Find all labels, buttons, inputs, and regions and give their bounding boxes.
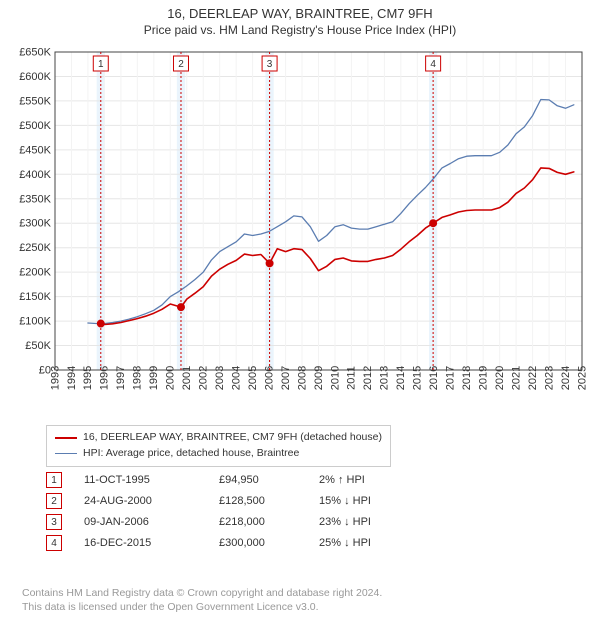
x-tick-label: 2008 — [296, 366, 308, 390]
y-tick-label: £50K — [25, 340, 51, 352]
figure-title: 16, DEERLEAP WAY, BRAINTREE, CM7 9FH — [0, 0, 600, 23]
x-tick-label: 2023 — [543, 366, 555, 390]
sale-event-date: 24-AUG-2000 — [84, 491, 219, 512]
legend: 16, DEERLEAP WAY, BRAINTREE, CM7 9FH (de… — [46, 425, 391, 467]
attribution-line: Contains HM Land Registry data © Crown c… — [22, 586, 578, 600]
x-tick-label: 2005 — [247, 366, 259, 390]
y-tick-label: £600K — [19, 71, 51, 83]
figure-root: 16, DEERLEAP WAY, BRAINTREE, CM7 9FH Pri… — [0, 0, 600, 620]
chart-area: £0£50K£100K£150K£200K£250K£300K£350K£400… — [8, 46, 592, 416]
y-tick-label: £200K — [19, 267, 51, 279]
sale-marker-dot — [429, 219, 437, 227]
sale-marker-dot — [97, 320, 105, 328]
x-tick-label: 1995 — [82, 366, 94, 390]
sale-event-delta: 23% ↓ HPI — [319, 512, 429, 533]
y-tick-label: £450K — [19, 144, 51, 156]
sale-marker-number: 1 — [98, 59, 104, 70]
attribution-footer: Contains HM Land Registry data © Crown c… — [22, 586, 578, 614]
y-tick-label: £500K — [19, 120, 51, 132]
sale-events-table: 1 11-OCT-1995£94,9502% ↑ HPI 2 24-AUG-2000£… — [46, 470, 556, 554]
x-tick-label: 2017 — [445, 366, 457, 390]
x-tick-label: 1997 — [115, 366, 127, 390]
y-tick-label: £350K — [19, 193, 51, 205]
sale-event-delta: 15% ↓ HPI — [319, 491, 429, 512]
legend-swatch — [55, 453, 77, 454]
y-tick-label: £250K — [19, 242, 51, 254]
sale-event-date: 09-JAN-2006 — [84, 512, 219, 533]
x-tick-label: 2012 — [362, 366, 374, 390]
sale-event-date: 11-OCT-1995 — [84, 470, 219, 491]
x-tick-label: 2021 — [510, 366, 522, 390]
sale-event-price: £94,950 — [219, 470, 319, 491]
sale-marker-number: 4 — [430, 59, 436, 70]
x-tick-label: 2000 — [165, 366, 177, 390]
sale-marker-dot — [266, 259, 274, 267]
y-tick-label: £150K — [19, 291, 51, 303]
sale-event-marker: 4 — [46, 535, 62, 551]
x-tick-label: 2004 — [230, 366, 242, 390]
chart-svg: £0£50K£100K£150K£200K£250K£300K£350K£400… — [8, 46, 592, 416]
sale-event-price: £300,000 — [219, 533, 319, 554]
attribution-line: This data is licensed under the Open Gov… — [22, 600, 578, 614]
x-tick-label: 2022 — [527, 366, 539, 390]
x-tick-label: 1998 — [132, 366, 144, 390]
sale-event-marker: 3 — [46, 514, 62, 530]
y-tick-label: £300K — [19, 218, 51, 230]
x-tick-label: 2010 — [329, 366, 341, 390]
x-tick-label: 1999 — [148, 366, 160, 390]
sale-event-delta: 25% ↓ HPI — [319, 533, 429, 554]
x-tick-label: 2001 — [181, 366, 193, 390]
figure-subtitle: Price paid vs. HM Land Registry's House … — [0, 23, 600, 41]
y-tick-label: £550K — [19, 95, 51, 107]
y-tick-label: £650K — [19, 47, 51, 59]
sale-event-price: £218,000 — [219, 512, 319, 533]
sale-event-row: 3 09-JAN-2006£218,00023% ↓ HPI — [46, 512, 556, 533]
x-tick-label: 2013 — [379, 366, 391, 390]
x-tick-label: 1994 — [66, 366, 78, 390]
x-tick-label: 2015 — [412, 366, 424, 390]
sale-event-date: 16-DEC-2015 — [84, 533, 219, 554]
legend-label: 16, DEERLEAP WAY, BRAINTREE, CM7 9FH (de… — [83, 430, 382, 446]
sale-event-marker: 2 — [46, 493, 62, 509]
sale-event-marker: 1 — [46, 472, 62, 488]
y-tick-label: £400K — [19, 169, 51, 181]
x-tick-label: 2019 — [477, 366, 489, 390]
x-tick-label: 2007 — [280, 366, 292, 390]
x-tick-label: 2018 — [461, 366, 473, 390]
x-tick-label: 2003 — [214, 366, 226, 390]
x-tick-label: 2014 — [395, 366, 407, 390]
sale-event-delta: 2% ↑ HPI — [319, 470, 429, 491]
x-tick-label: 2024 — [560, 366, 572, 390]
sale-period-band — [177, 52, 185, 370]
sale-event-price: £128,500 — [219, 491, 319, 512]
x-tick-label: 2020 — [494, 366, 506, 390]
legend-swatch — [55, 437, 77, 439]
sale-marker-dot — [177, 303, 185, 311]
x-tick-label: 2016 — [428, 366, 440, 390]
x-tick-label: 2009 — [313, 366, 325, 390]
sale-event-row: 2 24-AUG-2000£128,50015% ↓ HPI — [46, 491, 556, 512]
legend-row: HPI: Average price, detached house, Brai… — [55, 446, 382, 462]
legend-row: 16, DEERLEAP WAY, BRAINTREE, CM7 9FH (de… — [55, 430, 382, 446]
x-tick-label: 2002 — [198, 366, 210, 390]
legend-label: HPI: Average price, detached house, Brai… — [83, 446, 299, 462]
sale-event-row: 1 11-OCT-1995£94,9502% ↑ HPI — [46, 470, 556, 491]
sale-event-row: 4 16-DEC-2015£300,00025% ↓ HPI — [46, 533, 556, 554]
y-tick-label: £100K — [19, 316, 51, 328]
sale-marker-number: 2 — [178, 59, 184, 70]
sale-period-band — [429, 52, 437, 370]
sale-marker-number: 3 — [267, 59, 273, 70]
